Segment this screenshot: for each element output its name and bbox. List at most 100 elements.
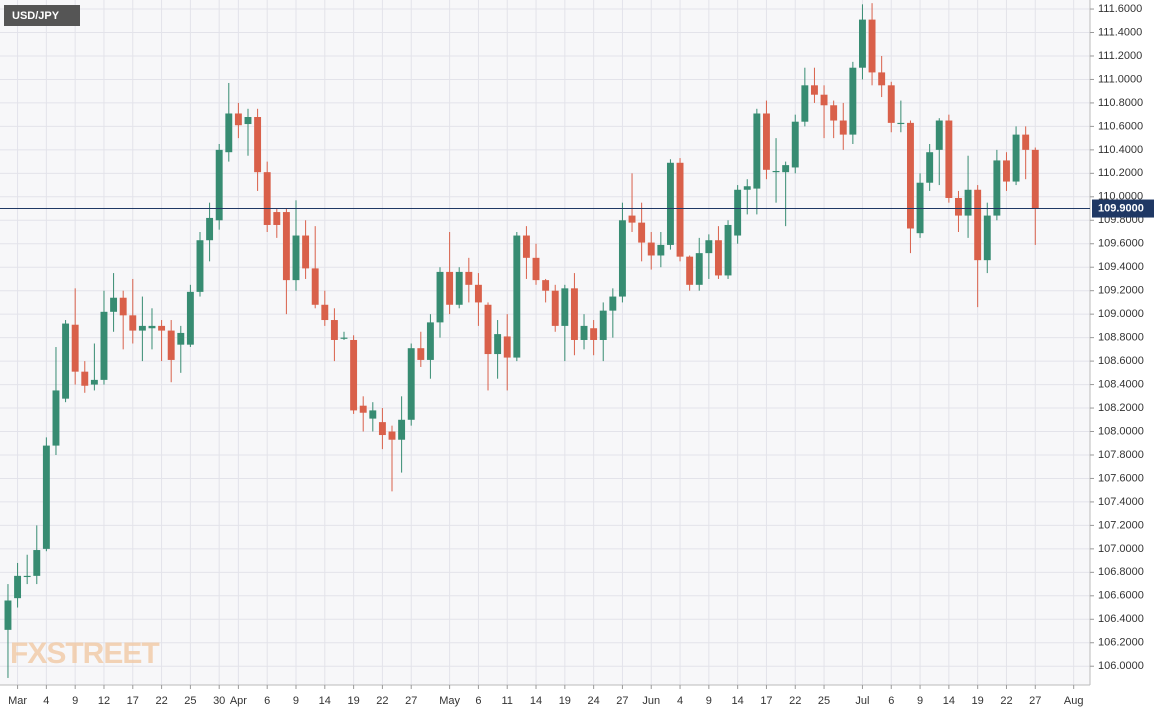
y-tick-label: 108.6000: [1098, 355, 1144, 367]
candle-body: [484, 304, 492, 355]
candle-body: [398, 419, 406, 440]
x-tick-label: 14: [943, 695, 955, 707]
candle-body: [234, 113, 242, 126]
x-tick-label: 27: [616, 695, 628, 707]
y-tick-label: 107.4000: [1098, 496, 1144, 508]
candle-body: [311, 268, 319, 305]
candle-body: [830, 105, 838, 121]
candle-body: [551, 290, 559, 326]
y-tick-label: 106.4000: [1098, 613, 1144, 625]
y-tick-label: 108.4000: [1098, 378, 1144, 390]
candle-body: [628, 215, 636, 223]
candle-body: [388, 431, 396, 440]
candle-body: [993, 160, 1001, 216]
x-tick-label: 9: [72, 695, 78, 707]
candle-body: [1022, 134, 1030, 150]
candle-body: [1031, 149, 1039, 209]
candle-body: [724, 224, 732, 276]
candle-body: [359, 405, 367, 413]
x-tick-label: 4: [43, 695, 49, 707]
candle-body: [801, 85, 809, 122]
x-tick-label: 14: [732, 695, 744, 707]
y-tick-label: 107.6000: [1098, 472, 1144, 484]
candle-body: [465, 271, 473, 285]
candle-body: [810, 85, 818, 95]
y-tick-label: 109.4000: [1098, 261, 1144, 273]
x-tick-label: 22: [376, 695, 388, 707]
x-tick-label: Jul: [855, 695, 869, 707]
y-tick-label: 110.8000: [1098, 97, 1143, 109]
candle-body: [14, 575, 22, 599]
x-tick-label: 17: [127, 695, 139, 707]
candle-body: [580, 325, 588, 340]
candle-body: [753, 113, 761, 189]
x-tick-label: 25: [184, 695, 196, 707]
candle-body: [647, 242, 655, 256]
candle-body: [762, 113, 770, 170]
x-tick-label: 22: [789, 695, 801, 707]
candle-body: [417, 348, 425, 360]
candle-body: [426, 322, 434, 360]
candle-body: [964, 189, 972, 216]
candle-body: [129, 315, 137, 331]
candle-body: [273, 212, 281, 225]
candle-body: [52, 390, 60, 446]
x-tick-label: 14: [319, 695, 331, 707]
y-tick-label: 111.4000: [1098, 26, 1142, 38]
y-tick-label: 109.6000: [1098, 238, 1144, 250]
candle-body: [859, 19, 866, 68]
candle-body: [935, 120, 943, 150]
candle-body: [455, 271, 463, 305]
candle-body: [695, 253, 703, 285]
candle-body: [369, 410, 377, 419]
title-box: [4, 5, 80, 26]
y-tick-label: 107.8000: [1098, 449, 1144, 461]
x-tick-label: 30: [213, 695, 225, 707]
candle-body: [33, 550, 41, 576]
candle-body: [138, 325, 146, 331]
candle-body: [839, 120, 847, 135]
candle-body: [705, 240, 713, 254]
candle-body: [676, 162, 684, 257]
candle-body: [282, 212, 290, 281]
candle-body: [71, 324, 79, 372]
candle-body: [407, 348, 415, 420]
x-tick-label: 27: [1029, 695, 1041, 707]
y-tick-label: 108.8000: [1098, 332, 1144, 344]
candle-body: [254, 117, 262, 173]
chart-title: USD/JPY: [12, 10, 60, 22]
candle-body: [244, 117, 252, 125]
candle-body: [782, 165, 790, 173]
candle-body: [119, 297, 127, 316]
y-tick-label: 106.2000: [1098, 637, 1144, 649]
candle-body: [330, 320, 338, 340]
candle-body: [446, 271, 454, 305]
x-tick-label: 19: [559, 695, 571, 707]
y-tick-label: 106.8000: [1098, 566, 1144, 578]
candle-body: [158, 325, 166, 331]
candle-body: [916, 182, 924, 234]
x-tick-label: 25: [818, 695, 830, 707]
candles: [4, 3, 1039, 678]
candle-body: [570, 288, 578, 340]
candle-body: [522, 235, 530, 258]
y-tick-label: 108.2000: [1098, 402, 1144, 414]
y-tick-label: 110.2000: [1098, 167, 1143, 179]
last-price-box: [1092, 199, 1154, 218]
y-tick-label: 110.4000: [1098, 144, 1143, 156]
candle-body: [167, 330, 175, 360]
y-tick-label: 111.0000: [1098, 73, 1142, 85]
candle-body: [772, 170, 780, 173]
candle-body: [513, 235, 521, 358]
candle-body: [62, 323, 70, 399]
candle-body: [955, 197, 962, 216]
last-price-label: 109.9000: [1098, 202, 1144, 214]
candle-body: [186, 291, 194, 345]
candle-body: [206, 217, 214, 241]
x-tick-label: 24: [588, 695, 600, 707]
candle-body: [1012, 134, 1020, 182]
candle-body: [714, 240, 722, 276]
x-tick-label: 6: [264, 695, 270, 707]
x-tick-label: Mar: [8, 695, 27, 707]
